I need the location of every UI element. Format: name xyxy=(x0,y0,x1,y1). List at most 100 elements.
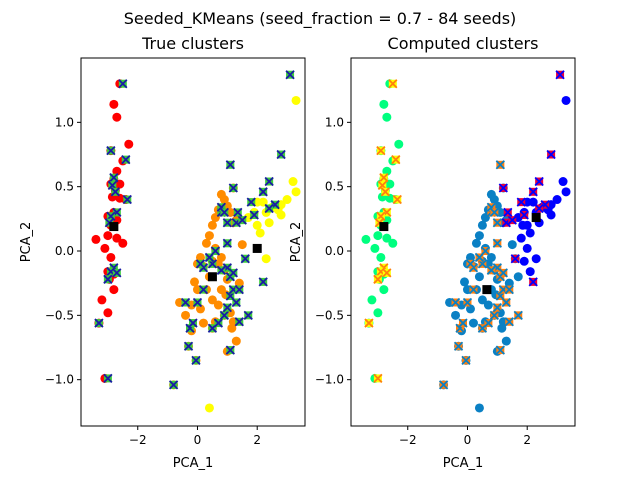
data-point-green xyxy=(388,238,398,248)
seed-point xyxy=(213,318,224,328)
data-point-teal xyxy=(474,403,484,413)
seed-point xyxy=(364,318,374,328)
data-point-teal xyxy=(465,252,475,262)
seed-point xyxy=(121,155,131,165)
axes-computed-clusters: Computed clusters −2 0 2 −1.0 −0.5 0.0 0.5 1.0… xyxy=(289,34,576,471)
y-tick-label: 1.0 xyxy=(55,115,74,129)
seed-point xyxy=(110,187,120,197)
y-tick-label: −0.5 xyxy=(315,308,344,322)
x-axis-label-computed-clusters: PCA_1 xyxy=(443,456,484,471)
data-point-orange xyxy=(237,240,247,250)
data-point-yellow xyxy=(282,195,292,205)
seed-point xyxy=(233,207,243,218)
data-point-red xyxy=(112,112,122,122)
data-point-yellow xyxy=(288,177,298,187)
y-tick-label: −0.5 xyxy=(45,308,74,322)
data-point-teal xyxy=(507,240,517,250)
data-point-blue xyxy=(518,220,528,230)
seed-point xyxy=(103,274,113,284)
seed-point xyxy=(507,215,517,225)
true-clusters-points xyxy=(91,70,301,413)
seed-point xyxy=(122,194,132,205)
centroid-marker xyxy=(531,213,541,223)
seed-point xyxy=(219,310,229,320)
data-point-red xyxy=(118,238,128,248)
data-point-blue xyxy=(561,187,571,197)
centroid-marker xyxy=(207,272,217,282)
seed-point xyxy=(243,310,253,320)
data-point-red xyxy=(124,139,134,149)
seed-point xyxy=(495,160,505,170)
seed-point xyxy=(222,218,232,228)
data-point-blue xyxy=(558,177,568,187)
seed-point xyxy=(276,149,286,160)
seed-point xyxy=(528,277,538,287)
y-ticks-computed-clusters: −1.0 −0.5 0.0 0.5 1.0 xyxy=(315,115,351,387)
data-point-green xyxy=(376,252,386,262)
seed-point xyxy=(112,268,122,278)
seed-point xyxy=(492,238,502,248)
axes-true-clusters: True clusters −2 0 2 −1.0 −0.5 0.0 0.5 1.0 PCA… xyxy=(19,34,306,471)
data-point-red xyxy=(97,295,107,305)
data-point-green xyxy=(370,243,380,253)
data-point-teal xyxy=(451,310,461,320)
data-point-orange xyxy=(189,277,199,287)
seed-point xyxy=(501,297,511,308)
data-point-blue xyxy=(561,95,571,105)
data-point-green xyxy=(379,285,389,295)
data-point-yellow xyxy=(261,254,271,264)
data-point-orange xyxy=(181,310,191,320)
seed-point xyxy=(183,341,194,351)
seed-point xyxy=(376,146,386,156)
data-point-blue xyxy=(516,233,526,243)
seed-point xyxy=(210,246,221,256)
y-axis-label-true-clusters: PCA_2 xyxy=(19,222,34,263)
seed-point xyxy=(379,173,389,183)
data-point-teal xyxy=(459,277,469,287)
data-point-green xyxy=(382,166,392,176)
seed-point xyxy=(234,284,244,295)
seed-point xyxy=(489,207,499,218)
centroid-marker xyxy=(482,285,492,295)
data-point-teal xyxy=(501,336,511,346)
seed-point xyxy=(264,203,274,214)
centroid-marker xyxy=(252,243,262,253)
seed-point xyxy=(504,284,514,295)
data-point-teal xyxy=(474,231,484,241)
data-point-orange xyxy=(195,252,205,262)
axes-title-true-clusters: True clusters xyxy=(141,34,244,53)
data-point-red xyxy=(91,234,101,244)
seed-point xyxy=(504,317,514,327)
plot-frame-true-clusters xyxy=(80,57,306,427)
seed-point xyxy=(237,215,247,225)
seed-point xyxy=(258,277,268,287)
seed-point xyxy=(465,259,476,269)
data-point-yellow xyxy=(264,218,274,228)
seed-point xyxy=(513,310,523,320)
plot-frame-computed-clusters xyxy=(350,57,576,427)
data-point-blue xyxy=(519,256,529,266)
data-point-red xyxy=(100,243,110,253)
seed-point xyxy=(225,160,235,170)
data-point-teal xyxy=(474,272,484,282)
seed-point xyxy=(546,149,556,160)
seed-point xyxy=(246,197,256,207)
seed-point xyxy=(492,302,502,313)
data-point-orange xyxy=(207,220,217,230)
figure-suptitle: Seeded_KMeans (seed_fraction = 0.7 - 84 … xyxy=(124,9,517,29)
seed-point xyxy=(231,297,241,308)
data-point-red xyxy=(109,99,119,109)
seed-point xyxy=(180,297,191,308)
seed-point xyxy=(534,176,544,187)
seed-point xyxy=(503,207,513,218)
y-axis-label-computed-clusters: PCA_2 xyxy=(289,222,304,263)
data-point-blue xyxy=(522,243,532,253)
data-point-green xyxy=(367,295,377,305)
data-point-blue xyxy=(525,267,535,277)
data-point-blue xyxy=(552,195,562,205)
seed-point xyxy=(106,146,116,156)
seed-point xyxy=(118,79,128,89)
seed-point xyxy=(380,187,390,197)
seed-point xyxy=(103,373,113,384)
seed-point xyxy=(225,345,235,355)
